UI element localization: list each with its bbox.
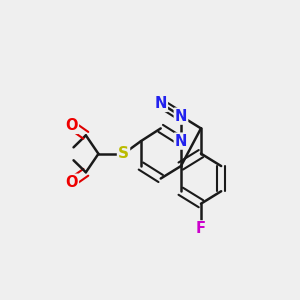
- Text: S: S: [118, 146, 129, 161]
- Text: N: N: [175, 134, 187, 148]
- Text: N: N: [175, 109, 187, 124]
- Text: O: O: [65, 118, 78, 133]
- Text: O: O: [65, 175, 78, 190]
- Text: F: F: [196, 221, 206, 236]
- Text: N: N: [154, 96, 167, 111]
